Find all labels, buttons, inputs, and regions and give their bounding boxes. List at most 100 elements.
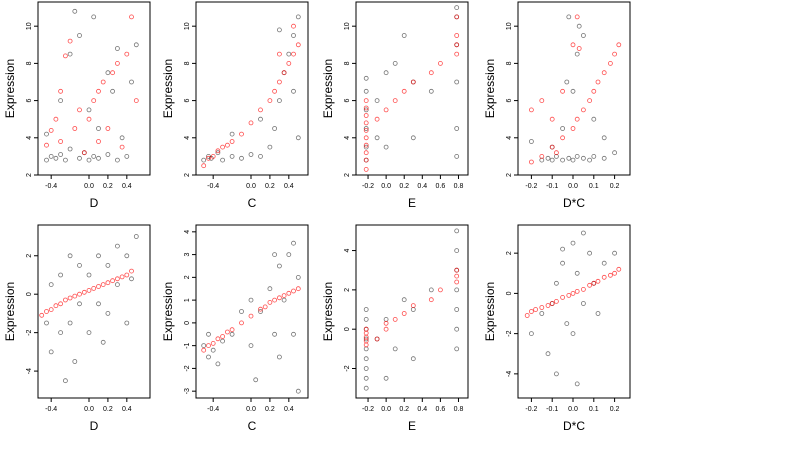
- x-tick-label: 0.2: [399, 183, 409, 190]
- data-point-black: [295, 388, 301, 394]
- data-point-black: [63, 378, 68, 384]
- data-point-black: [53, 155, 59, 161]
- data-point-red: [574, 14, 580, 20]
- data-point-red: [595, 79, 601, 85]
- data-point-black: [281, 297, 287, 303]
- data-point-black: [276, 98, 282, 103]
- data-point-black: [612, 250, 617, 256]
- y-tick-label: 10: [506, 22, 513, 30]
- data-point-black: [363, 356, 369, 362]
- y-tick-label: 8: [506, 61, 513, 65]
- data-point-red: [392, 316, 398, 322]
- x-tick-label: -0.1: [546, 183, 558, 190]
- data-point-black: [124, 320, 130, 326]
- data-point-black: [258, 116, 263, 122]
- scatter-panel-8: -0.2 -0.1 0.0 0.1 0.2 -4 -2 0 2 D*C Expression: [483, 224, 631, 433]
- data-point-black: [576, 23, 582, 29]
- data-point-black: [258, 153, 263, 159]
- data-point-black: [612, 150, 617, 156]
- scatter-panel-3: -0.2 0.0 0.2 0.4 0.6 0.8 2 4 6 8 10 E Expression: [321, 1, 469, 210]
- data-point-black: [560, 246, 565, 252]
- data-point-black: [105, 152, 111, 157]
- x-tick-label: 0.4: [417, 406, 427, 413]
- data-point-black: [86, 157, 92, 163]
- data-point-red: [608, 61, 613, 66]
- y-tick-label: 4: [26, 136, 33, 140]
- data-point-black: [44, 320, 49, 326]
- data-point-red: [616, 266, 622, 272]
- data-point-black: [529, 331, 534, 337]
- data-point-black: [410, 135, 416, 141]
- data-point-black: [564, 79, 570, 85]
- data-point-black: [77, 33, 82, 38]
- data-point-red: [96, 88, 101, 94]
- x-tick-label: 0.0: [381, 406, 391, 413]
- data-point-red: [363, 342, 369, 348]
- data-point-black: [392, 346, 398, 352]
- data-point-black: [363, 316, 369, 322]
- data-point-red: [77, 291, 82, 297]
- data-point-black: [363, 88, 369, 94]
- plot-frame: [37, 224, 151, 399]
- data-point-black: [363, 126, 369, 131]
- data-point-black: [454, 287, 460, 293]
- data-point-black: [428, 287, 434, 293]
- data-point-black: [454, 228, 460, 234]
- data-point-black: [272, 252, 278, 258]
- data-point-black: [363, 375, 369, 381]
- data-point-black: [48, 349, 54, 355]
- data-point-black: [63, 157, 68, 163]
- data-point-red: [529, 309, 534, 314]
- data-point-red: [115, 276, 120, 282]
- y-axis-label: Expression: [161, 282, 175, 341]
- data-point-red: [272, 297, 278, 303]
- data-point-black: [410, 307, 416, 312]
- y-tick-label: 10: [26, 22, 33, 30]
- data-point-black: [595, 311, 601, 316]
- plot-frame: [355, 224, 469, 399]
- scatter-panel-4: -0.2 -0.1 0.0 0.1 0.2 2 4 6 8 10 D*C Expression: [483, 1, 631, 210]
- data-point-red: [454, 33, 460, 38]
- data-point-black: [124, 153, 130, 159]
- data-point-black: [363, 366, 369, 371]
- data-point-black: [286, 51, 292, 57]
- data-point-black: [410, 356, 416, 362]
- data-point-red: [239, 131, 244, 137]
- data-point-black: [96, 155, 101, 161]
- data-point-red: [100, 79, 106, 85]
- data-point-black: [229, 131, 235, 137]
- x-axis-label: D*C: [563, 419, 585, 433]
- data-point-black: [77, 262, 82, 268]
- data-point-black: [574, 381, 580, 387]
- x-tick-label: 0.0: [381, 183, 391, 190]
- data-point-red: [210, 340, 216, 346]
- data-point-red: [115, 61, 120, 66]
- y-tick-label: 6: [506, 99, 513, 103]
- data-point-red: [281, 70, 287, 76]
- x-tick-label: 0.0: [246, 183, 256, 190]
- y-axis-label: Expression: [3, 59, 17, 118]
- data-point-black: [72, 8, 78, 14]
- data-point-black: [44, 131, 49, 137]
- data-point-red: [363, 120, 369, 126]
- data-point-red: [545, 303, 551, 308]
- data-point-black: [276, 354, 282, 360]
- data-point-black: [295, 274, 301, 280]
- data-point-black: [291, 88, 296, 94]
- data-point-black: [581, 33, 586, 38]
- data-point-red: [58, 88, 63, 94]
- data-point-red: [549, 116, 555, 122]
- x-tick-label: 0.1: [589, 406, 599, 413]
- data-point-black: [96, 301, 101, 307]
- data-point-red: [570, 42, 576, 48]
- data-point-red: [295, 42, 301, 48]
- data-point-red: [383, 326, 389, 332]
- y-tick-label: -2: [506, 330, 513, 336]
- data-point-black: [115, 46, 120, 51]
- data-point-black: [272, 126, 278, 131]
- data-point-black: [67, 320, 73, 326]
- x-axis-label: E: [408, 419, 416, 433]
- data-point-red: [224, 142, 230, 148]
- y-tick-label: -2: [344, 365, 351, 371]
- data-point-black: [383, 375, 389, 381]
